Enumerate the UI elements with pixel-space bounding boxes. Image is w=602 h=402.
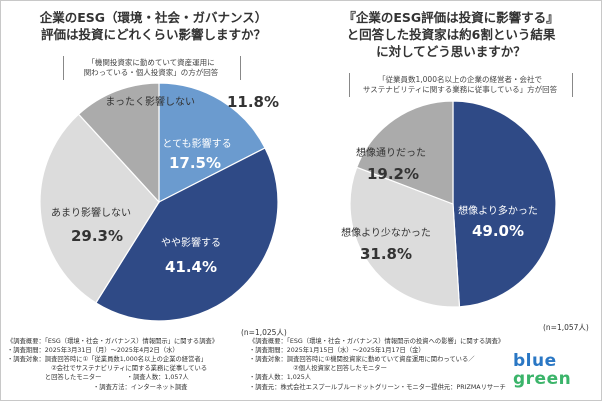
right-label-expected: 想像通りだった (356, 146, 426, 159)
survey-method: ・調査方法：インターネット調査 (93, 384, 188, 391)
left-value-none: 11.8% (227, 93, 279, 111)
left-survey-line: ②会社でサステナビリティに関する業務に従事している (7, 365, 208, 372)
right-value-more: 49.0% (472, 222, 524, 240)
right-note-bracket (349, 73, 573, 97)
logo-word-blue: blue (513, 351, 557, 371)
left-sample-size: (n=1,025人) (241, 328, 287, 337)
right-pie-slice-1 (349, 166, 461, 308)
left-pie-slices (39, 82, 279, 322)
right-title-line: と回答した投資家は約6割という結果 (346, 27, 556, 42)
left-pie-slice-0 (158, 82, 266, 203)
right-question-title: 『企業のESG評価は投資に影響する』 と回答した投資家は約6割という結果 に対し… (306, 9, 596, 60)
right-pie-slices (349, 100, 557, 308)
left-survey-line: と回答したモニター ・調査人数：1,057人 (7, 374, 189, 381)
left-value-little: 29.3% (71, 227, 123, 245)
left-label-little: あまり影響しない (51, 206, 131, 219)
left-pie-slice-2 (39, 113, 160, 304)
left-survey-line: ・調査期間：2025年3月31日（月）～2025年4月2日（水） (7, 347, 179, 354)
left-value-very: 17.5% (169, 154, 221, 172)
left-pie-slice-3 (77, 82, 160, 204)
right-pie-slice-0 (452, 100, 557, 308)
right-sample-size: (n=1,057人) (543, 323, 589, 332)
left-survey-summary: 《調査概要：「ESG（環境・社会・ガバナンス）情報開示」に関する調査》 ・調査期… (7, 337, 218, 382)
left-note-bracket (63, 56, 241, 80)
survey-organization: ・調査元：株式会社エスプールブルードットグリーン・モニター提供元：PRIZMAリ… (249, 384, 506, 391)
right-note-line: サステナビリティに関する業務に従事している」方が回答 (362, 85, 558, 94)
right-survey-line: ・調査対象：調査回答時に①機関投資家に勤めていて資産運用に関わっている／ (249, 356, 475, 363)
left-title-line: 企業のESG（環境・社会・ガバナンス） (39, 10, 268, 25)
left-title-line: 評価は投資にどれくらい影響しますか？ (40, 27, 266, 42)
right-survey-line: 《調査概要：「ESG（環境・社会・ガバナンス）情報開示の投資への影響」に関する調… (249, 338, 505, 345)
left-note-line: 関わっている・個人投資家」の方が回答 (83, 68, 219, 77)
right-survey-line: ②個人投資家と回答したモニター (249, 365, 387, 372)
left-pie-labels: とても影響する 17.5% やや影響する 41.4% あまり影響しない 29.3… (51, 93, 279, 276)
left-question-title: 企業のESG（環境・社会・ガバナンス） 評価は投資にどれくらい影響しますか？ (11, 9, 296, 43)
left-pie-slice-1 (95, 147, 279, 322)
left-survey-line: ・調査対象：調査回答時に①「従業員数1,000名以上の企業の経営者」 (7, 356, 207, 363)
left-value-somewhat: 41.4% (165, 258, 217, 276)
right-title-line: に対してどう思いますか？ (376, 44, 526, 59)
right-pie-slice-2 (355, 100, 454, 205)
right-pie-labels: 想像より多かった 49.0% 想像より少なかった 31.8% 想像通りだった 1… (341, 146, 538, 263)
right-survey-line: ・調査人数：1,025人 (249, 374, 312, 381)
right-title-line: 『企業のESG評価は投資に影響する』 (343, 10, 559, 25)
left-survey-line: 《調査概要：「ESG（環境・社会・ガバナンス）情報開示」に関する調査》 (7, 338, 219, 345)
left-respondent-note: 「機関投資家に勤めていて資産運用に 関わっている・個人投資家」の方が回答 (63, 58, 239, 78)
logo-word-green: green (513, 369, 572, 389)
right-value-expected: 19.2% (367, 165, 419, 183)
right-label-less: 想像より少なかった (341, 226, 431, 239)
right-survey-summary: 《調査概要：「ESG（環境・社会・ガバナンス）情報開示の投資への影響」に関する調… (249, 337, 504, 382)
left-note-line: 「機関投資家に勤めていて資産運用に (87, 58, 215, 67)
right-respondent-note: 「従業員数1,000名以上の企業の経営者・会社で サステナビリティに関する業務に… (349, 75, 571, 95)
right-survey-line: ・調査期間：2025年1月15日（水）～2025年1月17日（金） (249, 347, 425, 354)
bluegreen-logo: blue green (513, 352, 593, 394)
right-note-line: 「従業員数1,000名以上の企業の経営者・会社で (378, 75, 542, 84)
left-label-none: まったく影響しない (105, 95, 195, 108)
right-value-less: 31.8% (360, 245, 412, 263)
right-label-more: 想像より多かった (458, 204, 538, 217)
left-label-somewhat: やや影響する (161, 236, 221, 249)
left-label-very: とても影響する (162, 137, 231, 150)
